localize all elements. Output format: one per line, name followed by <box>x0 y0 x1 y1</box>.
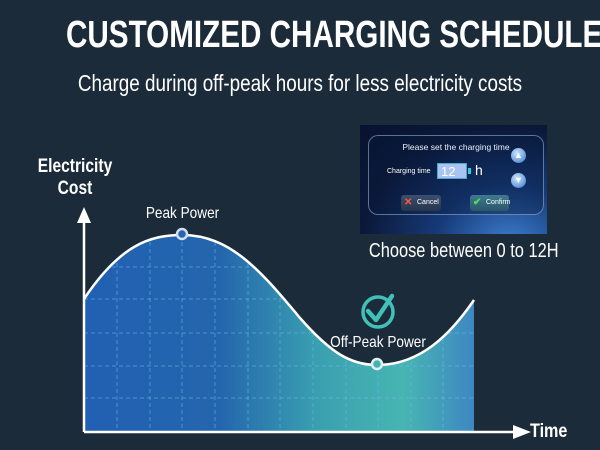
device-screen-image: Please set the charging time Charging ti… <box>360 125 547 234</box>
check-icon: ✔ <box>473 197 482 208</box>
page-title: CUSTOMIZED CHARGING SCHEDULE <box>66 14 600 56</box>
x-axis-arrow-icon <box>513 425 531 439</box>
charging-time-dialog: Please set the charging time Charging ti… <box>368 135 544 215</box>
confirm-label: Confirm <box>486 199 511 206</box>
cancel-button: ✕ Cancel <box>401 195 441 211</box>
x-icon: ✕ <box>404 197 413 208</box>
y-axis-label-line2: Cost <box>57 178 93 199</box>
cost-curve-line <box>82 233 476 367</box>
charging-time-label: Charging time <box>387 168 431 175</box>
battery-nub-icon <box>468 168 471 174</box>
x-axis-label: Time <box>530 421 568 442</box>
peak-power-label: Peak Power <box>145 205 220 222</box>
dialog-title: Please set the charging time <box>402 142 510 152</box>
off-peak-point <box>370 357 384 371</box>
charging-time-field: 12 <box>437 163 467 179</box>
cancel-label: Cancel <box>417 199 439 206</box>
range-caption: Choose between 0 to 12H <box>368 240 559 262</box>
confirm-button: ✔ Confirm <box>470 195 511 211</box>
y-axis-arrow-icon <box>77 207 91 223</box>
peak-point <box>175 227 189 241</box>
check-circle-icon <box>361 293 395 329</box>
page-subtitle: Charge during off-peak hours for less el… <box>77 70 523 96</box>
y-axis-label-line1: Electricity <box>37 156 113 177</box>
arrow-up-icon: ▲ <box>511 148 526 163</box>
off-peak-power-label: Off-Peak Power <box>330 334 426 351</box>
unit-label: h <box>475 162 483 178</box>
arrow-down-icon: ▼ <box>511 173 526 188</box>
y-axis-label: Electricity Cost <box>30 156 120 200</box>
